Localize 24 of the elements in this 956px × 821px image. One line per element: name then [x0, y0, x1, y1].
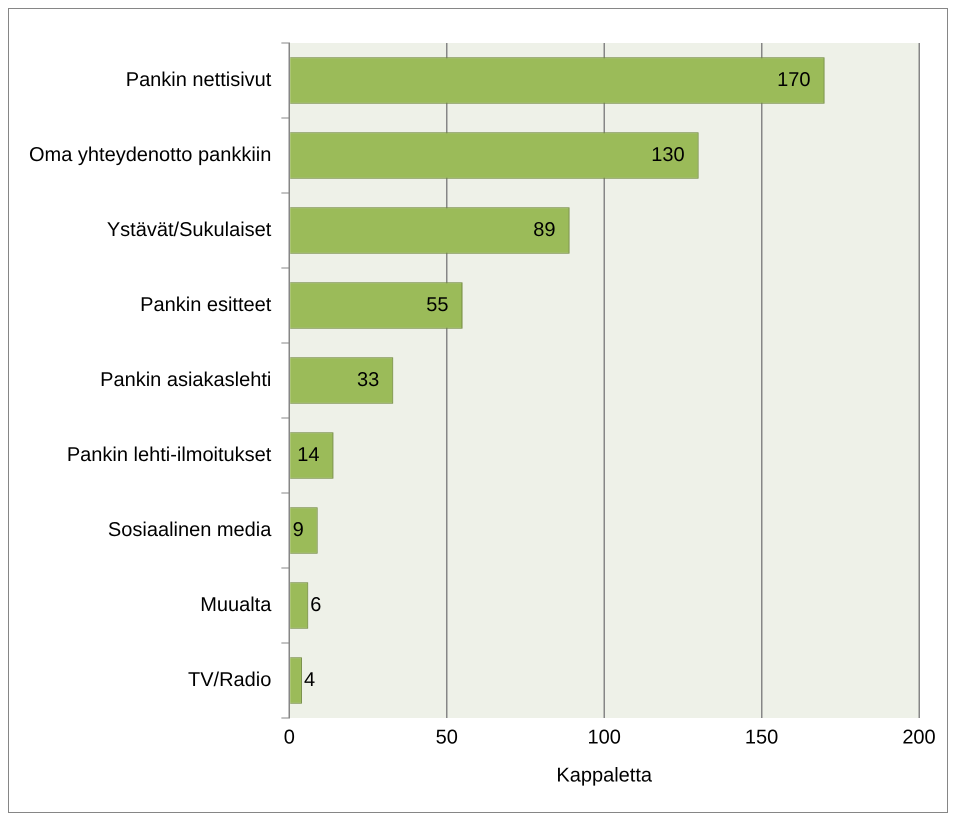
data-label: 4 [304, 669, 316, 692]
data-label: 89 [533, 219, 556, 242]
x-axis-title: Kappaletta [556, 764, 653, 787]
data-label: 55 [426, 294, 449, 316]
y-tick-label: Oma yhteydenotto pankkiin [28, 144, 272, 166]
y-tick-label: Pankin asiakaslehti [100, 369, 272, 392]
x-tick-label: 0 [284, 726, 295, 749]
y-tick-label: Ystävät/Sukulaiset [106, 219, 272, 242]
data-label: 6 [310, 594, 322, 616]
y-tick-label: Muualta [200, 594, 272, 616]
x-tick-label: 50 [436, 726, 458, 749]
x-tick-label: 100 [587, 726, 621, 749]
data-label: 130 [651, 144, 685, 166]
y-tick-label: Pankin esitteet [140, 294, 272, 316]
data-label: 14 [297, 444, 320, 466]
x-tick-label: 150 [744, 726, 778, 749]
data-label: 9 [292, 519, 304, 542]
y-tick-label: Pankin lehti-ilmoitukset [66, 444, 272, 466]
data-label: 170 [777, 69, 811, 92]
y-tick-label: TV/Radio [188, 669, 272, 692]
data-label: 33 [357, 369, 380, 392]
y-tick-label: Sosiaalinen media [108, 519, 272, 542]
x-tick-label: 200 [902, 726, 936, 749]
y-tick-label: Pankin nettisivut [126, 69, 272, 92]
